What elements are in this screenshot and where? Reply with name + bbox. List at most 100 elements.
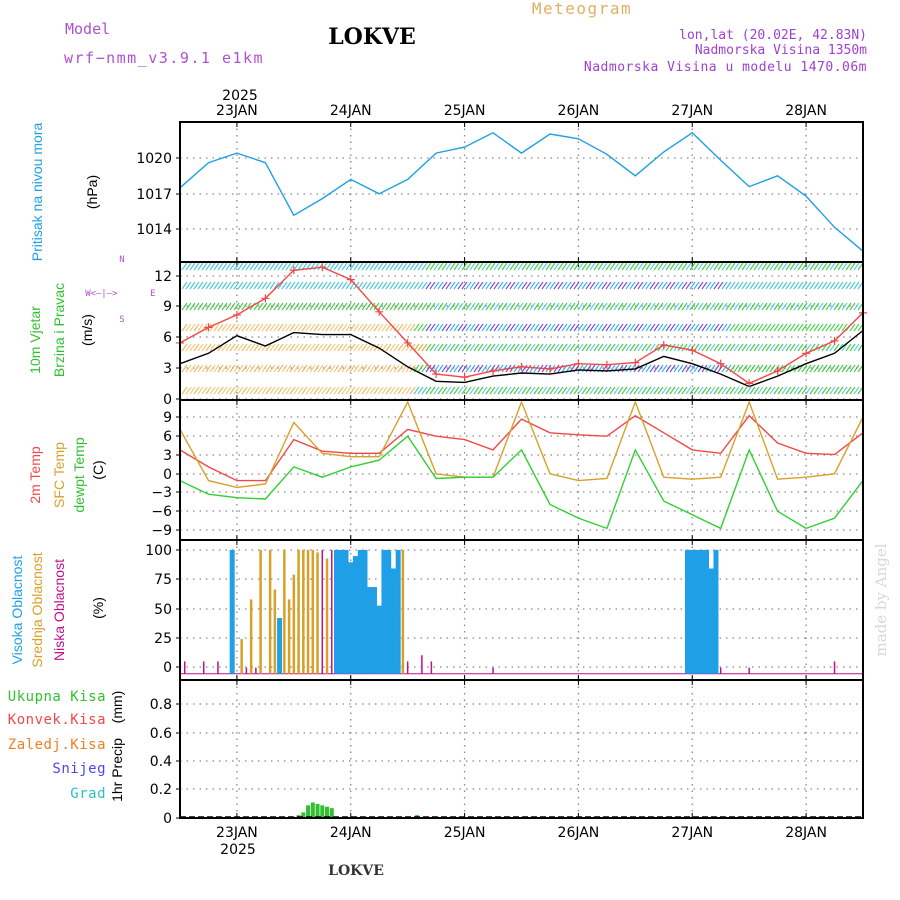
wind-barb	[417, 302, 424, 311]
wind-barb	[749, 323, 756, 332]
wind-barb	[525, 364, 532, 373]
wind-barb	[649, 386, 656, 395]
bar-clouds	[249, 599, 253, 674]
wind-barb	[673, 281, 680, 290]
bar-clouds	[694, 549, 700, 674]
wind-barb	[229, 262, 236, 271]
wind-barb	[753, 364, 760, 373]
model-label: Model	[65, 20, 110, 38]
wind-barb	[389, 323, 396, 332]
wind-barb	[769, 323, 776, 332]
wind-barb	[205, 364, 212, 373]
bar-clouds	[367, 587, 373, 674]
wind-barb	[697, 343, 704, 352]
wind-barb	[449, 343, 456, 352]
wind-barb	[425, 302, 432, 311]
wind-barb	[397, 343, 404, 352]
wind-barb	[681, 364, 688, 373]
wind-barb	[549, 323, 556, 332]
wind-barb	[633, 386, 640, 395]
wind-barb	[457, 386, 464, 395]
wind-barb	[421, 281, 428, 290]
wind-barb	[741, 386, 748, 395]
y-tick-label: 1014	[136, 222, 172, 238]
wind-barb	[585, 262, 592, 271]
wind-barb	[469, 302, 476, 311]
wind-barb	[245, 281, 252, 290]
wind-barb	[441, 323, 448, 332]
wind-barb	[753, 323, 760, 332]
wind-barb	[289, 302, 296, 311]
bar-precip	[325, 806, 330, 818]
wind-barb	[181, 323, 188, 332]
wind-barb	[629, 386, 636, 395]
wind-barb	[805, 323, 812, 332]
wind-barb	[765, 364, 772, 373]
wind-barb	[749, 262, 756, 271]
wind-barb	[361, 364, 368, 373]
bar-clouds	[287, 599, 291, 674]
bar-clouds	[183, 661, 186, 674]
wind-barb	[509, 281, 516, 290]
bar-clouds	[719, 667, 722, 674]
wind-barb	[421, 364, 428, 373]
wind-barb	[481, 386, 488, 395]
bar-clouds	[371, 587, 377, 674]
wind-barb	[837, 302, 844, 311]
pressure-unit: (hPa)	[84, 175, 100, 209]
wind-barb	[785, 364, 792, 373]
wind-barb	[329, 262, 336, 271]
wind-barb	[657, 262, 664, 271]
wind-barb	[685, 302, 692, 311]
panel-background	[180, 400, 863, 540]
wind-barb	[349, 343, 356, 352]
wind-barb	[349, 386, 356, 395]
top-date-label: 26JAN	[558, 103, 600, 119]
wind-barb	[757, 262, 764, 271]
wind-barb	[557, 302, 564, 311]
wind-barb	[501, 386, 508, 395]
wind-barb	[813, 262, 820, 271]
series-line	[179, 435, 864, 530]
wind-barb	[437, 364, 444, 373]
wind-barb	[405, 386, 412, 395]
wind-barb	[333, 386, 340, 395]
wind-barb	[605, 323, 612, 332]
wind-barb	[529, 302, 536, 311]
wind-barb	[261, 364, 268, 373]
wind-barb	[669, 302, 676, 311]
wind-barb	[309, 323, 316, 332]
wind-barb	[785, 281, 792, 290]
wind-barb	[593, 281, 600, 290]
wind-barb	[621, 323, 628, 332]
wind-barb	[657, 323, 664, 332]
wind-barb	[345, 364, 352, 373]
wind-barb	[781, 281, 788, 290]
bar-clouds	[325, 558, 329, 674]
wind-barb	[797, 302, 804, 311]
wind-barb	[577, 281, 584, 290]
wind-barb	[541, 281, 548, 290]
wind-barb	[297, 281, 304, 290]
wind-barb	[701, 386, 708, 395]
wind-barb	[289, 323, 296, 332]
wind-barb	[425, 262, 432, 271]
wind-barb	[401, 323, 408, 332]
wind-barb	[233, 262, 240, 271]
wind-barb	[185, 281, 192, 290]
wind-barb	[337, 386, 344, 395]
y-tick-label: −6	[151, 504, 172, 520]
wind-barb	[505, 386, 512, 395]
wind-barb	[505, 323, 512, 332]
wind-barb	[761, 386, 768, 395]
wind-barb	[321, 323, 328, 332]
wind-barb	[573, 302, 580, 311]
wind-barb	[389, 343, 396, 352]
wind-barb	[453, 281, 460, 290]
wind-barb	[829, 364, 836, 373]
top-date-labels: 23JAN 24JAN 25JAN 26JAN 27JAN 28JAN	[216, 103, 827, 119]
wind-barb	[301, 364, 308, 373]
wind-barb	[665, 323, 672, 332]
wind-barb	[589, 386, 596, 395]
wind-barb	[257, 281, 264, 290]
